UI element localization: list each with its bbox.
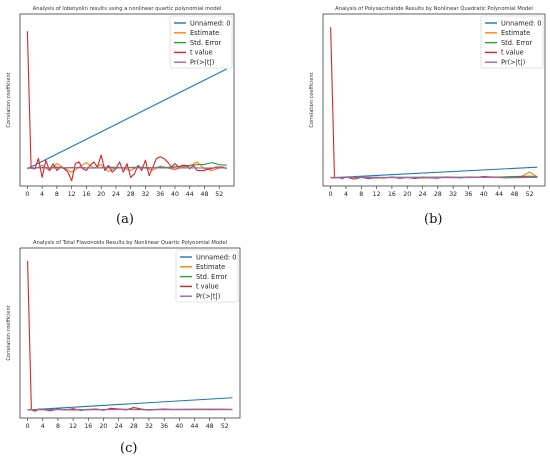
chart1-xtick-label: 4 [344,191,348,198]
chart0-series-line-1 [27,161,227,173]
chart2-xtick-label: 4 [41,423,45,430]
chart2-xtick-label: 40 [175,423,183,430]
chart2-xtick-label: 36 [160,423,168,430]
chart1-ylabel: Correlation coefficient [309,72,315,127]
chart0-legend-label-0: Unnamed: 0 [190,19,230,27]
chart1-xtick-label: 44 [495,191,503,198]
chart1-xtick-label: 36 [465,191,473,198]
chart-panel-b: Analysis of Polysaccharide Results by No… [305,0,550,200]
chart1-xtick-label: 8 [359,191,363,198]
chart2-xtick-label: 32 [145,423,153,430]
chart0-xtick-label: 4 [40,191,44,198]
chart0-legend-label-4: Pr(>|t|) [190,59,214,67]
caption-b: (b) [424,212,443,227]
chart2-legend-label-3: t value [196,283,219,291]
chart1-xtick-label: 0 [329,191,333,198]
caption-c: (c) [120,441,138,456]
chart0-ylabel: Correlation coefficient [6,72,12,127]
chart0-series-line-3 [26,31,227,182]
chart0-xtick-label: 0 [25,191,29,198]
chart0-axes-frame [19,13,235,187]
chart2-series-line-0 [27,397,233,411]
chart0-legend-label-1: Estimate [190,29,219,37]
chart2-xtick-label: 48 [206,423,214,430]
chart2-legend-label-2: Std. Error [196,273,228,281]
caption-a: (a) [116,212,134,227]
chart2-axes-frame [19,247,241,419]
chart1-title: Analysis of Polysaccharide Results by No… [335,6,533,12]
chart0-xtick-label: 28 [127,191,135,198]
chart2-title: Analysis of Total Flavonoids Results by … [33,240,227,246]
chart1-xtick-label: 24 [419,191,427,198]
chart1-xtick-label: 32 [449,191,457,198]
chart0-series-line-4 [27,166,227,169]
chart1-legend-label-0: Unnamed: 0 [501,19,541,27]
chart0-xtick-label: 12 [68,191,76,198]
chart1-xtick-label: 16 [388,191,396,198]
chart0-xtick-label: 48 [201,191,209,198]
chart2-xtick-label: 52 [221,423,229,430]
chart2-legend-label-1: Estimate [196,263,225,271]
chart1-xtick-label: 20 [403,191,411,198]
chart1-legend-label-2: Std. Error [501,39,533,47]
chart0-xtick-label: 40 [171,191,179,198]
chart0-title: Analysis of lobetyolin results using a n… [33,6,222,12]
chart-a: Analysis of lobetyolin results using a n… [6,6,235,198]
chart0-xtick-label: 36 [156,191,164,198]
chart0-legend-label-3: t value [190,49,213,57]
chart-panel-c: Analysis of Total Flavonoids Results by … [0,236,245,432]
chart2-xtick-label: 16 [84,423,92,430]
chart1-axes-frame [322,13,546,187]
chart-panel-a: Analysis of lobetyolin results using a n… [0,0,240,200]
chart1-xtick-label: 48 [510,191,518,198]
chart0-xtick-label: 44 [186,191,194,198]
chart1-xtick-label: 52 [526,191,534,198]
chart2-xtick-label: 12 [69,423,77,430]
chart2-xtick-label: 44 [191,423,199,430]
chart2-legend [175,249,239,303]
chart0-xtick-label: 8 [55,191,59,198]
chart0-legend [169,15,233,69]
chart2-xtick-label: 20 [100,423,108,430]
chart1-xtick-label: 40 [480,191,488,198]
chart2-xtick-label: 24 [115,423,123,430]
chart2-xtick-label: 28 [130,423,138,430]
chart2-legend-label-0: Unnamed: 0 [196,253,236,261]
chart-b: Analysis of Polysaccharide Results by No… [309,6,546,198]
chart1-legend-label-1: Estimate [501,29,530,37]
chart0-xtick-label: 24 [112,191,120,198]
chart0-xtick-label: 20 [97,191,105,198]
chart0-legend-label-2: Std. Error [190,39,222,47]
chart0-xtick-label: 16 [82,191,90,198]
chart1-legend [480,15,544,69]
chart1-legend-label-3: t value [501,49,524,57]
chart1-xtick-label: 12 [373,191,381,198]
chart2-xtick-label: 8 [56,423,60,430]
chart2-xtick-label: 0 [26,423,30,430]
chart2-legend-label-4: Pr(>|t|) [196,293,220,301]
chart0-series-line-0 [27,68,227,170]
chart2-ylabel: Correlation coefficient [6,305,12,360]
chart0-xtick-label: 32 [142,191,150,198]
chart1-series-line-0 [330,166,538,179]
chart0-xtick-label: 52 [215,191,223,198]
chart-c: Analysis of Total Flavonoids Results by … [6,240,241,430]
chart1-xtick-label: 28 [434,191,442,198]
chart1-legend-label-4: Pr(>|t|) [501,59,525,67]
